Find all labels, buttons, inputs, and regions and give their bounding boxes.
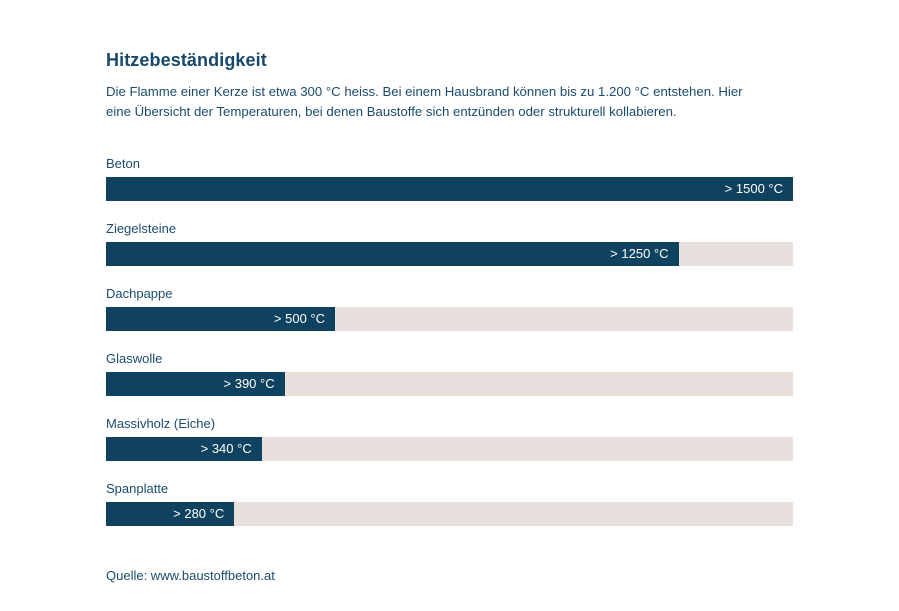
bar-category-label: Glaswolle	[106, 350, 163, 366]
bar-fill: > 1500 °C	[106, 176, 793, 201]
description: Die Flamme einer Kerze ist etwa 300 °C h…	[106, 82, 793, 123]
heat-resistance-bar-chart: Beton > 1500 °C Ziegelsteine > 1250 °C D…	[106, 156, 793, 526]
bar-track: > 390 °C	[106, 371, 793, 396]
bar-value-label: > 340 °C	[200, 441, 252, 457]
bar-value-label: > 1250 °C	[610, 246, 669, 262]
page-title: Hitzebeständigkeit	[106, 50, 267, 70]
bar-track: > 280 °C	[106, 501, 793, 526]
bar-fill: > 280 °C	[106, 501, 235, 526]
bar-row: Dachpappe > 500 °C	[106, 286, 793, 331]
bar-row: Beton > 1500 °C	[106, 156, 793, 201]
bar-row: Spanplatte > 280 °C	[106, 481, 793, 526]
infographic: Hitzebeständigkeit Die Flamme einer Kerz…	[106, 50, 793, 583]
description-line-2: eine Übersicht der Temperaturen, bei den…	[106, 104, 677, 120]
bar-track: > 500 °C	[106, 306, 793, 331]
bar-fill: > 340 °C	[106, 436, 262, 461]
bar-value-label: > 1500 °C	[724, 181, 783, 197]
bar-value-label: > 500 °C	[273, 311, 325, 327]
bar-category-label: Ziegelsteine	[106, 220, 177, 236]
bar-value-label: > 390 °C	[223, 376, 275, 392]
bar-value-label: > 280 °C	[173, 506, 225, 522]
bar-track: > 340 °C	[106, 436, 793, 461]
bar-track: > 1500 °C	[106, 176, 793, 201]
bar-row: Glaswolle > 390 °C	[106, 351, 793, 396]
bar-fill: > 1250 °C	[106, 241, 679, 266]
bar-category-label: Massivholz (Eiche)	[106, 415, 216, 431]
description-line-1: Die Flamme einer Kerze ist etwa 300 °C h…	[106, 83, 743, 99]
bar-category-label: Beton	[106, 155, 140, 171]
bar-track: > 1250 °C	[106, 241, 793, 266]
bar-fill: > 390 °C	[106, 371, 285, 396]
bar-row: Ziegelsteine > 1250 °C	[106, 221, 793, 266]
source-caption: Quelle: www.baustoffbeton.at	[106, 567, 275, 583]
bar-row: Massivholz (Eiche) > 340 °C	[106, 416, 793, 461]
bar-category-label: Dachpappe	[106, 285, 173, 301]
bar-category-label: Spanplatte	[106, 480, 169, 496]
bar-fill: > 500 °C	[106, 306, 335, 331]
